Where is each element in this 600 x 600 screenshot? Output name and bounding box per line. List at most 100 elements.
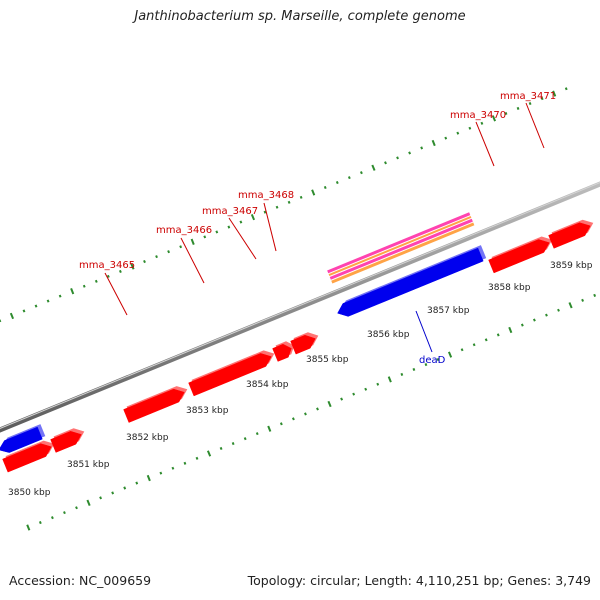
gene-label-mma_3466: mma_3466 (156, 225, 212, 236)
inner-minor-tick (287, 200, 291, 204)
inner-minor-tick (396, 156, 399, 160)
inner-major-tick (431, 139, 436, 147)
inner-minor-tick (227, 225, 231, 229)
kbp-label-4: 3854 kbp (246, 380, 289, 390)
outer-minor-tick (243, 437, 247, 441)
outer-minor-tick (532, 318, 536, 322)
outer-minor-tick (171, 466, 175, 470)
kbp-label-1: 3851 kbp (67, 460, 110, 470)
inner-major-tick (552, 90, 557, 97)
gene-mma_3468 (290, 334, 316, 355)
inner-major-tick (130, 263, 135, 270)
gene-mma_3465 (123, 388, 185, 423)
kbp-label-2: 3852 kbp (126, 433, 169, 443)
outer-minor-tick (99, 496, 103, 500)
outer-major-tick (206, 450, 212, 457)
outer-minor-tick (376, 382, 380, 386)
outer-minor-tick (400, 372, 404, 376)
outer-minor-tick (219, 446, 223, 450)
kbp-label-5: 3855 kbp (306, 355, 349, 365)
label-leader-mma_3467 (228, 217, 257, 260)
kbp-label-7: 3857 kbp (427, 306, 470, 316)
inner-minor-tick (263, 210, 267, 214)
kbp-label-9: 3859 kbp (550, 261, 593, 271)
feature-band-pink (329, 218, 473, 280)
gene-mma_3467 (272, 343, 292, 362)
label-leader-mma_3470 (475, 121, 495, 167)
outer-minor-tick (496, 333, 500, 337)
inner-minor-tick (275, 205, 279, 209)
kbp-label-8: 3858 kbp (488, 283, 531, 293)
inner-minor-tick (408, 151, 412, 155)
accession-text: Accession: NC_009659 (9, 573, 152, 588)
inner-minor-tick (239, 220, 243, 224)
inner-major-tick (311, 189, 316, 196)
outer-minor-tick (291, 417, 295, 421)
gene-deaD (337, 247, 484, 317)
outer-minor-tick (255, 432, 259, 436)
outer-minor-tick (195, 456, 199, 460)
inner-minor-tick (444, 136, 448, 140)
outer-minor-tick (304, 412, 307, 416)
inner-minor-tick (22, 309, 26, 313)
page-title: Janthinobacterium sp. Marseille, complet… (134, 9, 466, 24)
outer-major-tick (508, 326, 513, 334)
inner-minor-tick (359, 171, 363, 175)
gene-label-mma_3468: mma_3468 (238, 190, 294, 201)
inner-minor-tick (167, 250, 171, 254)
outer-major-tick (447, 351, 453, 358)
outer-major-tick (327, 400, 332, 408)
backbone-highlight (0, 182, 600, 429)
gene-label-mma_3467: mma_3467 (202, 206, 258, 217)
inner-minor-tick (46, 299, 50, 303)
kbp-label-3: 3853 kbp (186, 406, 229, 416)
outer-minor-tick (279, 422, 283, 426)
outer-minor-tick (50, 516, 54, 520)
outer-minor-tick (75, 506, 78, 510)
outer-minor-tick (340, 397, 344, 401)
outer-minor-tick (135, 481, 139, 485)
gene-label-deaD: deaD (419, 355, 446, 366)
inner-minor-tick (504, 111, 508, 115)
outer-minor-tick (412, 367, 416, 371)
kbp-scale: 3850 kbp 3851 kbp 3852 kbp 3853 kbp 3854 kbp… (8, 261, 593, 498)
gene-mma_3466 (188, 353, 272, 397)
inner-major-tick (250, 214, 256, 221)
inner-minor-tick (516, 106, 520, 110)
inner-minor-tick (456, 131, 460, 135)
outer-minor-tick (424, 363, 428, 367)
inner-minor-tick (420, 146, 424, 150)
inner-minor-tick (203, 235, 207, 239)
outer-minor-tick (545, 313, 548, 317)
feature-band-pink-2 (327, 212, 471, 274)
gene-track (0, 212, 594, 473)
inner-minor-tick (58, 294, 62, 298)
outer-major-tick (86, 499, 91, 506)
outer-tick-track (26, 293, 597, 531)
outer-minor-tick (520, 323, 524, 327)
inner-minor-tick (468, 126, 472, 130)
reverse-gene-edge (0, 426, 43, 453)
inner-major-tick (491, 115, 497, 122)
inner-major-tick (371, 164, 376, 171)
outer-minor-tick (593, 293, 597, 297)
outer-minor-tick (436, 358, 440, 362)
outer-minor-tick (316, 407, 319, 411)
inner-minor-tick (540, 97, 544, 101)
outer-minor-tick (111, 491, 115, 495)
inner-minor-tick (155, 255, 158, 259)
outer-minor-tick (38, 521, 42, 525)
forward-gene-edge-1 (2, 443, 52, 473)
outer-minor-tick (484, 338, 488, 342)
inner-major-tick (9, 312, 15, 320)
gene-mma_3470 (488, 239, 550, 274)
gene-label-mma_3465: mma_3465 (79, 260, 135, 271)
outer-minor-tick (183, 461, 187, 465)
inner-minor-tick (82, 284, 86, 288)
outer-major-tick (26, 524, 31, 531)
inner-minor-tick (215, 230, 219, 234)
outer-major-tick (387, 376, 392, 383)
feature-band-orange (331, 222, 475, 284)
inner-minor-tick (347, 176, 351, 180)
